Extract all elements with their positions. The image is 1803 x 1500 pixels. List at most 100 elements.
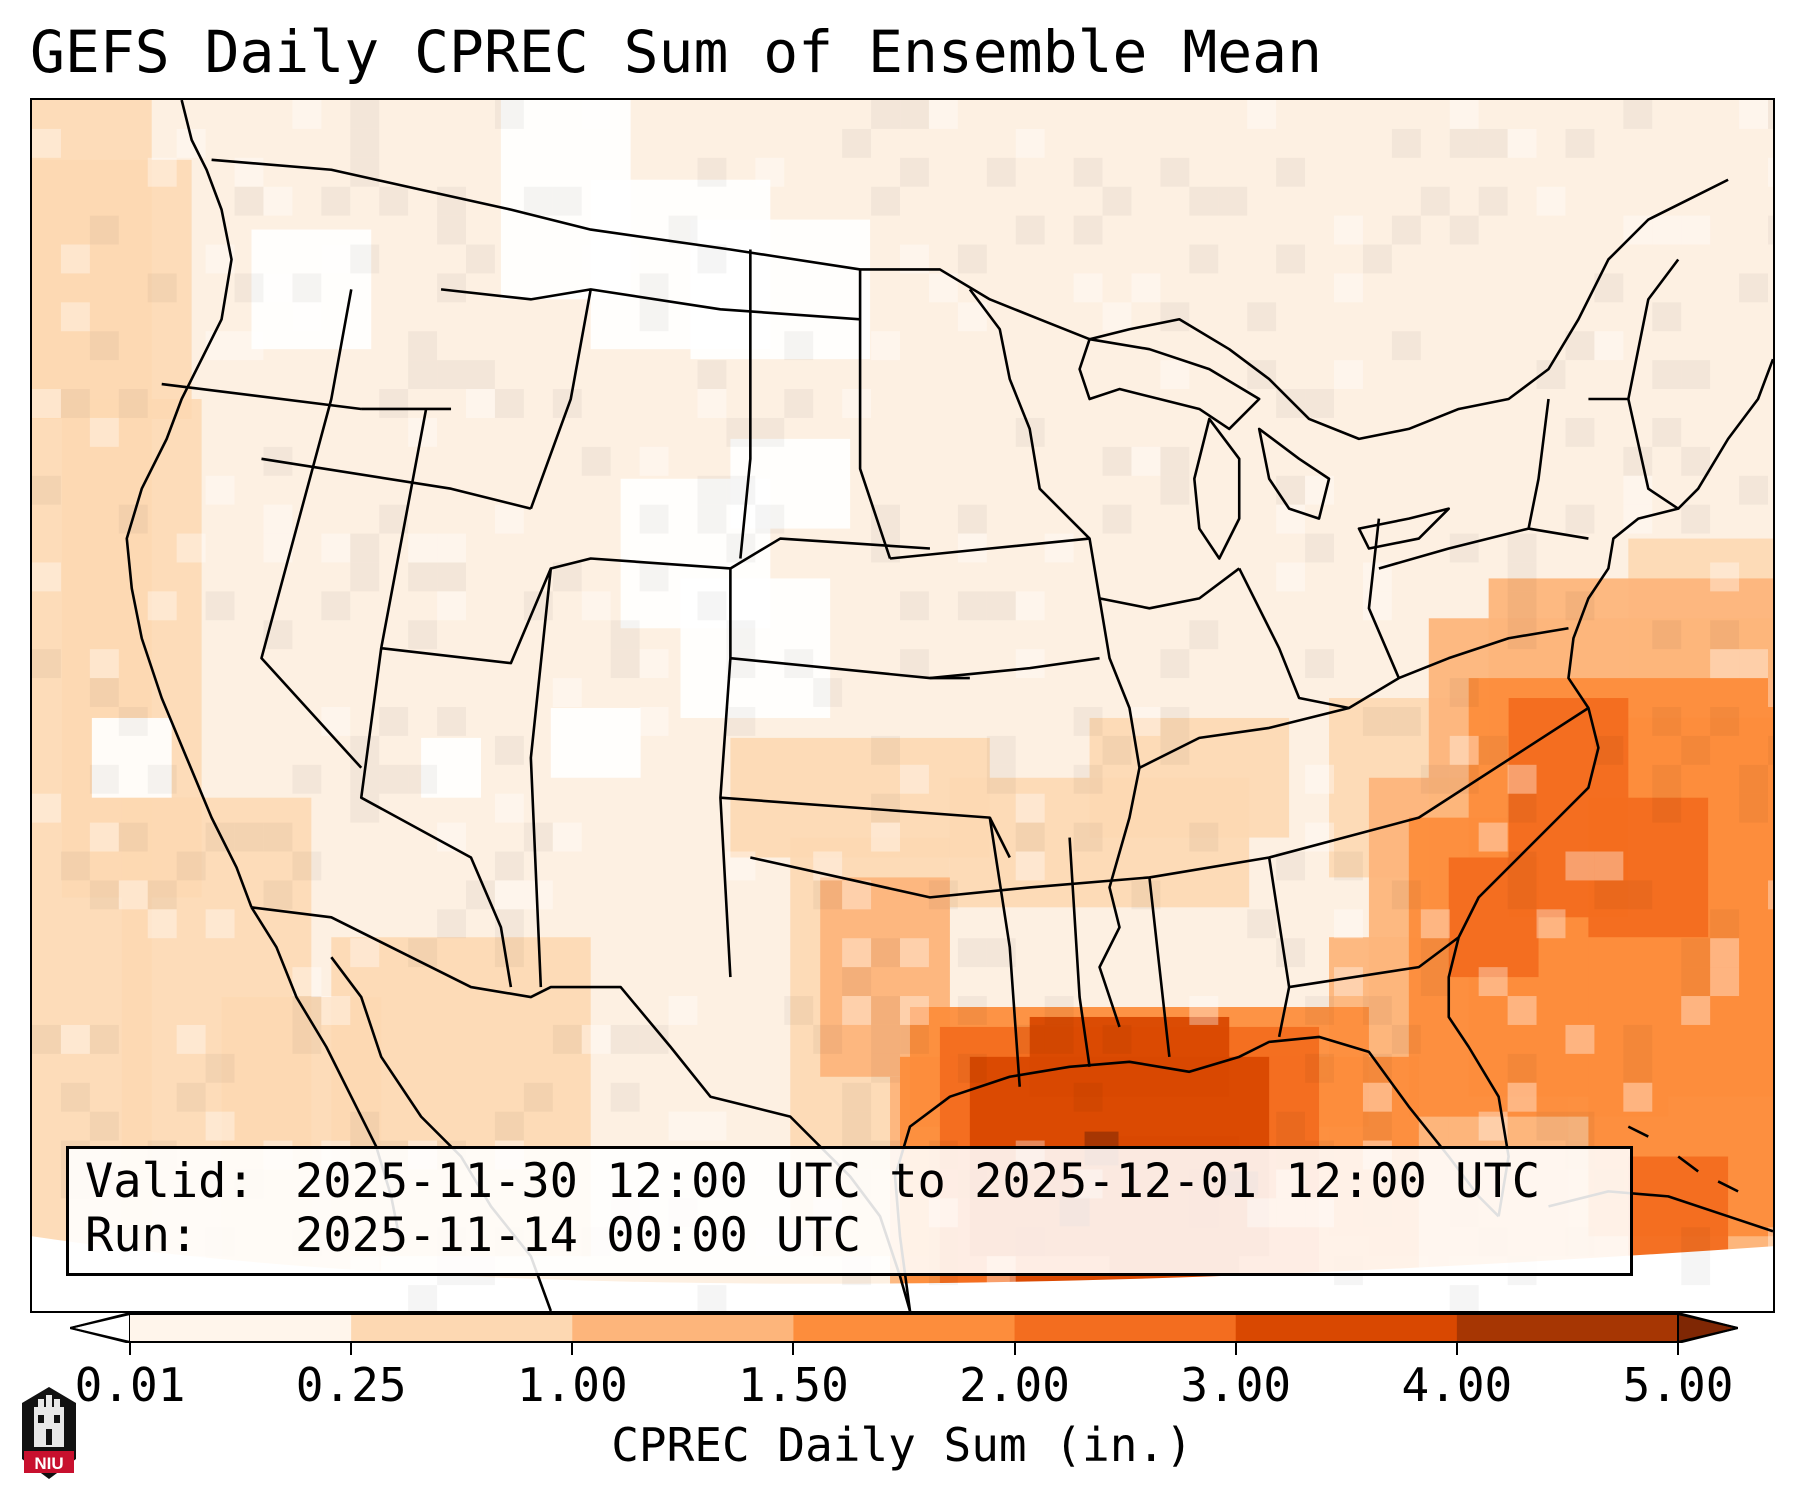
precip-grid-cell (1160, 302, 1190, 332)
state-border (359, 408, 931, 988)
precip-grid-cell (668, 1111, 698, 1141)
precip-grid-cell (986, 764, 1016, 794)
precip-grid-cell (292, 273, 322, 303)
precip-grid-cell (60, 302, 90, 332)
precip-grid-cell (1768, 215, 1773, 245)
precip-grid-cell (292, 100, 322, 129)
precip-grid-cell (900, 649, 929, 679)
precip-grid-cell (697, 1285, 727, 1311)
precip-grid-cell (437, 909, 467, 939)
precip-grid-cell (1710, 562, 1740, 592)
precip-grid-cell (523, 822, 553, 852)
precip-grid-cell (292, 764, 322, 794)
precip-grid-cell (205, 909, 235, 939)
precip-grid-cell (1015, 128, 1045, 158)
precip-grid-cell (1565, 504, 1595, 534)
precip-grid-cell (1131, 446, 1161, 476)
precip-grid-cell (1449, 1285, 1479, 1311)
precip-grid-cell (89, 822, 119, 852)
precip-grid-cell (1305, 649, 1335, 679)
colorbar-segment (1014, 1314, 1237, 1342)
colorbar (70, 1313, 1738, 1343)
precip-grid-cell (32, 649, 61, 679)
precip-grid-cell (1507, 996, 1537, 1025)
precip-grid-cell (147, 909, 177, 939)
precip-cell (730, 737, 990, 858)
lake-outline (1257, 427, 1331, 520)
precip-grid-cell (900, 100, 929, 129)
precip-grid-cell (176, 851, 206, 881)
precip-grid-cell (350, 562, 380, 592)
precip-grid-cell (494, 793, 524, 823)
precip-grid-cell (581, 446, 611, 476)
run-value: 2025-11-14 00:00 UTC (295, 1208, 861, 1263)
precip-grid-cell (1565, 128, 1595, 158)
precip-grid-cell (610, 244, 640, 274)
precip-grid-cell (89, 880, 119, 910)
precip-grid-cell (1739, 100, 1769, 129)
precip-grid-cell (1247, 100, 1277, 129)
precip-grid-cell (610, 649, 640, 679)
precip-grid-cell (147, 273, 177, 303)
precip-grid-cell (1160, 446, 1190, 476)
precip-grid-cell (1681, 446, 1711, 476)
precip-grid-cell (1652, 620, 1682, 650)
precip-grid-cell (1652, 215, 1682, 245)
precip-grid-cell (147, 764, 177, 794)
precip-grid-cell (900, 996, 929, 1025)
precip-grid-cell (1305, 764, 1335, 794)
colorbar-tick-label: 2.00 (959, 1358, 1070, 1412)
colorbar-segment (130, 1314, 352, 1342)
precip-grid-cell (1507, 591, 1537, 621)
precip-grid-cell (1623, 100, 1653, 129)
precip-grid-cell (1160, 649, 1190, 679)
lake-outline (1193, 417, 1241, 560)
precip-cell (1029, 1016, 1230, 1097)
precip-grid-cell (986, 591, 1016, 621)
precip-grid-cell (1276, 562, 1306, 592)
state-border (1367, 398, 1589, 679)
precip-grid-cell (1073, 822, 1103, 852)
precip-grid-cell (1420, 967, 1450, 997)
colorbar-tick-label: 4.00 (1401, 1358, 1513, 1412)
precip-grid-cell (89, 649, 119, 679)
precip-grid-cell (1652, 793, 1682, 823)
precip-grid-cell (118, 706, 148, 736)
precip-grid-cell (1623, 1024, 1653, 1054)
precip-grid-cell (842, 1082, 872, 1112)
precip-grid-cell (118, 389, 148, 418)
precip-grid-cell (205, 1053, 235, 1083)
precip-grid-cell (957, 244, 987, 274)
precip-cell (1628, 1156, 1729, 1257)
precip-grid-cell (1623, 475, 1653, 505)
precip-grid-cell (1565, 1111, 1595, 1141)
precip-grid-cell (1189, 186, 1219, 216)
precip-grid-cell (1478, 735, 1508, 765)
valid-value: 2025-11-30 12:00 UTC to 2025-12-01 12:00… (295, 1154, 1541, 1209)
coastline (1447, 358, 1773, 1217)
precip-grid-cell (321, 533, 351, 563)
precip-grid-cell (1420, 909, 1450, 939)
precip-grid-cell (1768, 157, 1773, 187)
precip-grid-cell (350, 100, 380, 129)
precip-grid-cell (147, 591, 177, 621)
precip-grid-cell (1131, 273, 1161, 303)
precip-grid-cell (871, 1024, 901, 1054)
precip-grid-cell (494, 389, 524, 418)
precip-grid-cell (1334, 967, 1363, 997)
precip-grid-cell (494, 938, 524, 968)
precip-grid-cell (1362, 1082, 1392, 1112)
precip-grid-cell (900, 938, 929, 968)
precip-grid-cell (784, 389, 814, 418)
precip-grid-cell (871, 938, 901, 968)
precip-grid-cell (408, 620, 438, 650)
colorbar-tick-label: 1.50 (738, 1358, 849, 1412)
precip-grid-cell (1131, 880, 1161, 910)
precip-grid-cell (1536, 909, 1566, 939)
colorbar-tick-mark (129, 1343, 131, 1355)
precip-grid-cell (726, 706, 756, 736)
precip-grid-cell (639, 504, 669, 534)
niu-logo-icon: NIU (22, 1387, 76, 1479)
precip-grid-cell (176, 1082, 206, 1112)
precip-grid-cell (957, 1053, 987, 1083)
